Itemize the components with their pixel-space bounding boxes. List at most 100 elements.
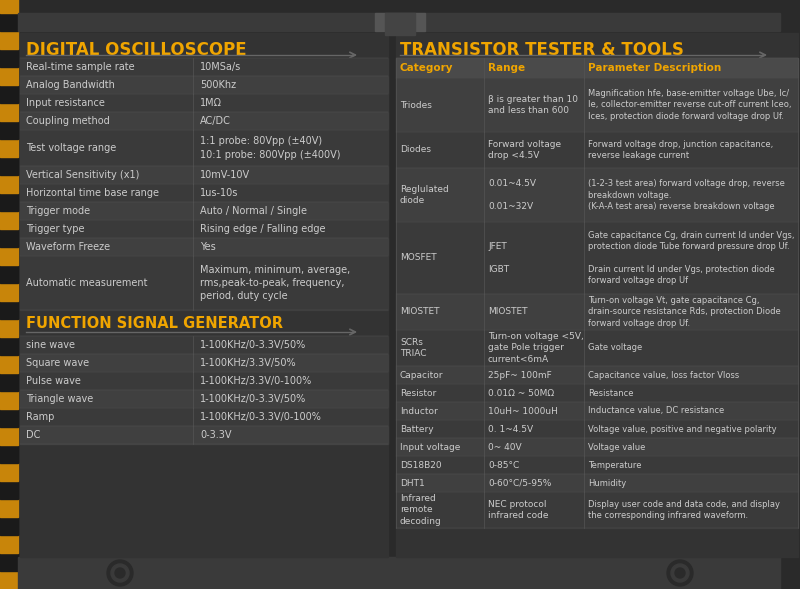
Text: Ramp: Ramp <box>26 412 54 422</box>
Bar <box>396 132 798 168</box>
Bar <box>0 301 18 319</box>
Text: 1-100KHz/0-3.3V/50%: 1-100KHz/0-3.3V/50% <box>200 340 306 350</box>
Bar <box>20 220 388 238</box>
Bar <box>0 553 18 571</box>
Text: Capacitor: Capacitor <box>400 370 443 379</box>
Text: Maximum, minimum, average,
rms,peak-to-peak, frequency,
period, duty cycle: Maximum, minimum, average, rms,peak-to-p… <box>200 265 350 301</box>
Text: Waveform Freeze: Waveform Freeze <box>26 242 110 252</box>
Bar <box>0 211 18 229</box>
Bar <box>0 373 18 391</box>
Bar <box>20 238 388 256</box>
Text: Trigger type: Trigger type <box>26 224 85 234</box>
Text: Category: Category <box>400 63 454 73</box>
Bar <box>396 330 798 366</box>
Bar <box>18 13 780 31</box>
Text: AC/DC: AC/DC <box>200 116 231 126</box>
Bar <box>396 492 798 528</box>
Text: Temperature: Temperature <box>588 461 642 469</box>
Bar <box>0 49 18 67</box>
Text: Horizontal time base range: Horizontal time base range <box>26 188 159 198</box>
Text: Automatic measurement: Automatic measurement <box>26 278 147 288</box>
Text: Battery: Battery <box>400 425 434 434</box>
Text: DIGITAL OSCILLOSCOPE: DIGITAL OSCILLOSCOPE <box>26 41 246 59</box>
Text: Input resistance: Input resistance <box>26 98 105 108</box>
Text: sine wave: sine wave <box>26 340 75 350</box>
Text: Gate voltage: Gate voltage <box>588 343 642 352</box>
Bar <box>20 372 388 390</box>
Bar <box>18 557 780 589</box>
Bar <box>396 366 798 384</box>
Bar <box>396 456 798 474</box>
Bar <box>20 112 388 130</box>
Text: Inductor: Inductor <box>400 406 438 415</box>
Text: 0-3.3V: 0-3.3V <box>200 430 231 440</box>
Bar <box>0 121 18 139</box>
Text: Turn-on voltage Vt, gate capacitance Cg,
drain-source resistance Rds, protection: Turn-on voltage Vt, gate capacitance Cg,… <box>588 296 781 327</box>
Text: Forward voltage
drop <4.5V: Forward voltage drop <4.5V <box>488 140 561 160</box>
Bar <box>0 391 18 409</box>
Bar <box>0 463 18 481</box>
Text: 0-60°C/5-95%: 0-60°C/5-95% <box>488 478 551 488</box>
Text: Triodes: Triodes <box>400 101 432 110</box>
Text: Real-time sample rate: Real-time sample rate <box>26 62 134 72</box>
Bar <box>0 67 18 85</box>
Bar <box>396 168 798 222</box>
Bar <box>0 0 18 13</box>
Text: 10MSa/s: 10MSa/s <box>200 62 242 72</box>
Text: 0~ 40V: 0~ 40V <box>488 442 522 452</box>
Text: MIOSTET: MIOSTET <box>488 307 527 316</box>
Bar <box>0 157 18 175</box>
Bar <box>0 193 18 211</box>
Text: Trigger mode: Trigger mode <box>26 206 90 216</box>
Text: Input voltage: Input voltage <box>400 442 460 452</box>
Bar <box>0 409 18 427</box>
Text: Test voltage range: Test voltage range <box>26 143 116 153</box>
Bar <box>396 222 798 294</box>
Text: Triangle wave: Triangle wave <box>26 394 94 404</box>
Text: MIOSTET: MIOSTET <box>400 307 439 316</box>
Bar <box>0 247 18 265</box>
Bar <box>20 166 388 184</box>
Text: Auto / Normal / Single: Auto / Normal / Single <box>200 206 307 216</box>
Text: Gate capacitance Cg, drain current Id under Vgs,
protection diode Tube forward p: Gate capacitance Cg, drain current Id un… <box>588 231 794 284</box>
Bar <box>0 85 18 103</box>
Text: 10uH~ 1000uH: 10uH~ 1000uH <box>488 406 558 415</box>
Text: Voltage value, positive and negative polarity: Voltage value, positive and negative pol… <box>588 425 777 434</box>
Bar <box>0 355 18 373</box>
Text: Turn-on voltage <5V,
gate Pole trigger
current<6mA: Turn-on voltage <5V, gate Pole trigger c… <box>488 332 584 363</box>
Text: 0-85°C: 0-85°C <box>488 461 519 469</box>
Text: Capacitance value, loss factor Vloss: Capacitance value, loss factor Vloss <box>588 370 739 379</box>
Text: NEC protocol
infrared code: NEC protocol infrared code <box>488 500 549 520</box>
Bar <box>0 139 18 157</box>
Bar <box>0 481 18 499</box>
Bar <box>396 294 798 330</box>
Text: Yes: Yes <box>200 242 216 252</box>
Bar <box>396 384 798 402</box>
Text: 25pF~ 100mF: 25pF~ 100mF <box>488 370 552 379</box>
Bar <box>20 426 388 444</box>
Bar <box>20 58 388 76</box>
Bar <box>0 229 18 247</box>
Text: DS18B20: DS18B20 <box>400 461 442 469</box>
Text: 1:1 probe: 80Vpp (±40V)
10:1 probe: 800Vpp (±400V): 1:1 probe: 80Vpp (±40V) 10:1 probe: 800V… <box>200 137 341 160</box>
Text: β is greater than 10
and less than 600: β is greater than 10 and less than 600 <box>488 95 578 115</box>
Text: DHT1: DHT1 <box>400 478 425 488</box>
Text: 500Khz: 500Khz <box>200 80 236 90</box>
Bar <box>0 571 18 589</box>
Bar <box>375 13 425 31</box>
Text: Voltage value: Voltage value <box>588 442 646 452</box>
Bar <box>0 535 18 553</box>
Bar <box>20 336 388 354</box>
Text: 0.01Ω ~ 50MΩ: 0.01Ω ~ 50MΩ <box>488 389 554 398</box>
Text: 1MΩ: 1MΩ <box>200 98 222 108</box>
Bar <box>20 76 388 94</box>
Text: 1-100KHz/3.3V/0-100%: 1-100KHz/3.3V/0-100% <box>200 376 312 386</box>
Circle shape <box>671 564 689 582</box>
Text: MOSFET: MOSFET <box>400 253 437 263</box>
Text: Coupling method: Coupling method <box>26 116 110 126</box>
Text: Analog Bandwidth: Analog Bandwidth <box>26 80 115 90</box>
Text: 0. 1~4.5V: 0. 1~4.5V <box>488 425 533 434</box>
Text: JFET

IGBT: JFET IGBT <box>488 243 509 274</box>
Bar <box>0 445 18 463</box>
Bar <box>20 390 388 408</box>
